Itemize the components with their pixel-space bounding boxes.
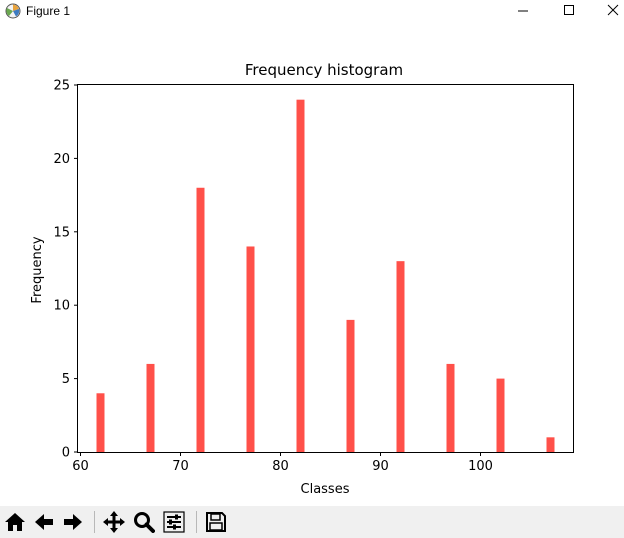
minimize-button[interactable] — [500, 0, 546, 22]
histogram-bar — [196, 187, 205, 452]
window-title: Figure 1 — [26, 4, 71, 18]
histogram-chart: Frequency histogram 60 70 80 90 100 0 5 10 15 20… — [30, 61, 574, 497]
x-tick-label: 70 — [172, 459, 189, 474]
save-icon — [206, 512, 226, 532]
histogram-bar — [96, 393, 105, 452]
navigation-toolbar — [0, 506, 624, 538]
x-tick-label: 80 — [272, 459, 289, 474]
y-tick-label: 25 — [53, 79, 70, 94]
histogram-bar — [446, 363, 455, 452]
y-tick-label: 0 — [62, 446, 70, 461]
x-tick-label: 60 — [72, 459, 89, 474]
histogram-bar — [546, 437, 555, 452]
zoom-icon — [134, 512, 155, 533]
configure-subplots-icon — [163, 511, 185, 533]
plot-frame — [77, 84, 574, 453]
x-axis-ticks: 60 70 80 90 100 — [72, 452, 493, 474]
histogram-bar — [146, 363, 155, 452]
pan-button[interactable] — [101, 509, 127, 535]
histogram-bar — [296, 99, 305, 453]
x-tick-label: 90 — [372, 459, 389, 474]
maximize-icon — [564, 5, 574, 15]
save-button[interactable] — [203, 509, 229, 535]
histogram-bar — [396, 261, 405, 452]
bars-group — [96, 99, 555, 453]
histogram-bar — [346, 319, 355, 452]
configure-subplots-button[interactable] — [161, 509, 187, 535]
y-tick-label: 15 — [53, 225, 70, 240]
zoom-button[interactable] — [131, 509, 157, 535]
x-axis-label: Classes — [301, 482, 350, 497]
y-tick-label: 20 — [53, 152, 70, 167]
figure-canvas[interactable]: Frequency histogram 60 70 80 90 100 0 5 10 15 20… — [0, 22, 624, 506]
forward-button[interactable] — [60, 509, 86, 535]
window-titlebar: Figure 1 — [0, 0, 624, 22]
x-tick-label: 100 — [468, 459, 493, 474]
home-icon — [5, 513, 25, 531]
close-button[interactable] — [592, 0, 624, 22]
back-button[interactable] — [31, 509, 57, 535]
maximize-button[interactable] — [546, 0, 592, 22]
y-axis-ticks: 0 5 10 15 20 25 — [53, 79, 78, 461]
pan-icon — [103, 511, 125, 533]
y-tick-label: 10 — [53, 299, 70, 314]
histogram-bar — [246, 246, 255, 452]
histogram-bar — [496, 378, 505, 452]
matplotlib-icon — [5, 3, 21, 19]
forward-icon — [64, 514, 82, 530]
y-axis-label: Frequency — [30, 236, 45, 303]
close-icon — [607, 4, 619, 16]
home-button[interactable] — [2, 509, 28, 535]
chart-title: Frequency histogram — [245, 61, 403, 79]
back-icon — [35, 514, 53, 530]
toolbar-separator — [196, 511, 197, 533]
minimize-icon — [518, 10, 528, 12]
y-tick-label: 5 — [62, 372, 70, 387]
toolbar-separator — [94, 511, 95, 533]
